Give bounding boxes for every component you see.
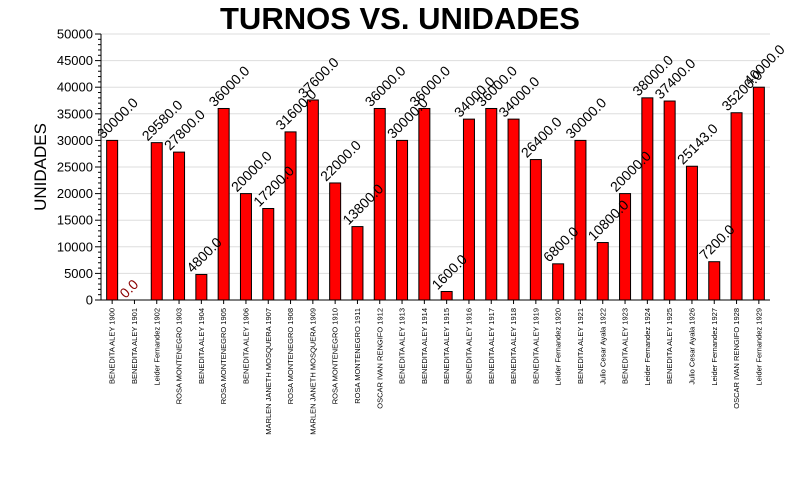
- x-tick-label: BENEDITA ALEY 1900: [108, 308, 117, 384]
- bar: [574, 139, 587, 301]
- y-tick-label: 45000: [57, 53, 93, 68]
- chart-title: TURNOS VS. UNIDADES: [220, 1, 580, 36]
- x-tick-label: MARLEN JANETH MOSQUERA 1909: [308, 308, 317, 435]
- bar: [730, 112, 743, 301]
- bar: [106, 139, 119, 301]
- x-tick-label: BENEDITA ALEY 1915: [442, 308, 451, 384]
- x-tick-label: BENEDITA ALEY 1918: [509, 308, 518, 384]
- bar: [329, 182, 342, 301]
- bar: [529, 159, 542, 301]
- data-label: 40000.0: [741, 41, 788, 88]
- x-tick-label: ROSA MONTENEGRO 1910: [331, 308, 340, 404]
- bar: [373, 107, 386, 301]
- y-tick-label: 5000: [64, 266, 93, 281]
- x-tick-label: OSCAR IVAN RENGIFO 1912: [375, 308, 384, 409]
- data-label: 22000.0: [317, 137, 364, 184]
- x-tick-label: BENEDITA ALEY 1913: [398, 308, 407, 384]
- x-tick-label: BENEDITA ALEY 1904: [197, 308, 206, 384]
- y-tick-label: 30000: [57, 133, 93, 148]
- x-tick-label: BENEDITA ALEY 1917: [487, 308, 496, 384]
- bar: [195, 273, 208, 301]
- axes: 0 5000 10000 15000 20000 25000 30000 35000 40000…: [57, 27, 770, 435]
- y-tick-label: 10000: [57, 239, 93, 254]
- x-tick-label: ROSA MONTENEGRO 1903: [175, 308, 184, 404]
- bar: [440, 290, 453, 301]
- bar: [685, 165, 698, 301]
- x-tick-label: Julio Cesar Ayala 1922: [598, 308, 607, 385]
- x-tick-label: ROSA MONTENEGRO 1908: [286, 308, 295, 404]
- bar: [306, 99, 319, 301]
- bar: [150, 142, 163, 301]
- bar: [552, 263, 565, 301]
- data-label: 36000.0: [406, 62, 453, 109]
- bar: [239, 193, 252, 301]
- data-label: 30000.0: [562, 94, 609, 141]
- bar: [485, 107, 498, 301]
- bar: [462, 118, 475, 301]
- bar: [507, 118, 520, 301]
- bar: [284, 131, 297, 301]
- x-tick-label: BENEDITA ALEY 1916: [464, 308, 473, 384]
- data-label: 25143.0: [674, 120, 721, 167]
- x-tick-label: BENEDITA ALEY 1921: [576, 308, 585, 384]
- x-tick-label: BENEDITA ALEY 1901: [130, 308, 139, 384]
- y-tick-label: 50000: [57, 27, 93, 42]
- bar: [217, 107, 230, 301]
- data-label: 36000.0: [205, 62, 252, 109]
- grid-lines: [101, 33, 770, 274]
- bar: [173, 151, 186, 301]
- x-tick-label: Leider Fernandez 1924: [643, 308, 652, 386]
- x-tick-label: Leider Fernandez 1929: [754, 308, 763, 386]
- bar: [752, 86, 765, 301]
- bar: [663, 100, 676, 301]
- y-axis-title: UNIDADES: [31, 123, 50, 211]
- x-tick-label: BENEDITA ALEY 1919: [531, 308, 540, 384]
- data-labels: 30000.00.029580.027800.04800.036000.0200…: [94, 41, 788, 301]
- bar: [396, 139, 409, 301]
- x-tick-label: BENEDITA ALEY 1923: [621, 308, 630, 384]
- y-tick-label: 35000: [57, 106, 93, 121]
- x-tick-label: ROSA MONTENEGRO 1905: [219, 308, 228, 404]
- y-tick-label: 20000: [57, 186, 93, 201]
- x-tick-label: Leider Fernandez 1920: [554, 308, 563, 386]
- x-tick-label: MARLEN JANETH MOSQUERA 1907: [264, 308, 273, 435]
- bar: [351, 226, 364, 301]
- bar: [262, 207, 275, 301]
- bar: [708, 261, 721, 301]
- data-label: 36000.0: [362, 62, 409, 109]
- y-tick-label: 40000: [57, 80, 93, 95]
- bar: [596, 242, 609, 301]
- x-tick-label: BENEDITA ALEY 1925: [665, 308, 674, 384]
- data-label: 26400.0: [518, 113, 565, 160]
- data-label: 0.0: [116, 276, 141, 301]
- x-tick-label: OSCAR IVAN RENGIFO 1928: [732, 308, 741, 409]
- bar: [418, 107, 431, 301]
- y-tick-label: 15000: [57, 213, 93, 228]
- x-tick-label: Julio Cesar Ayala 1926: [687, 308, 696, 385]
- x-tick-label: Leider Fernandez 1927: [710, 308, 719, 386]
- x-tick-label: ROSA MONTENEGRO 1911: [353, 308, 362, 404]
- y-tick-label: 0: [86, 293, 93, 308]
- bar: [641, 97, 654, 301]
- x-tick-label: BENEDITA ALEY 1914: [420, 308, 429, 384]
- x-tick-label: BENEDITA ALEY 1906: [241, 308, 250, 384]
- y-tick-label: 25000: [57, 160, 93, 175]
- x-tick-label: Leider Fernandez 1902: [152, 308, 161, 386]
